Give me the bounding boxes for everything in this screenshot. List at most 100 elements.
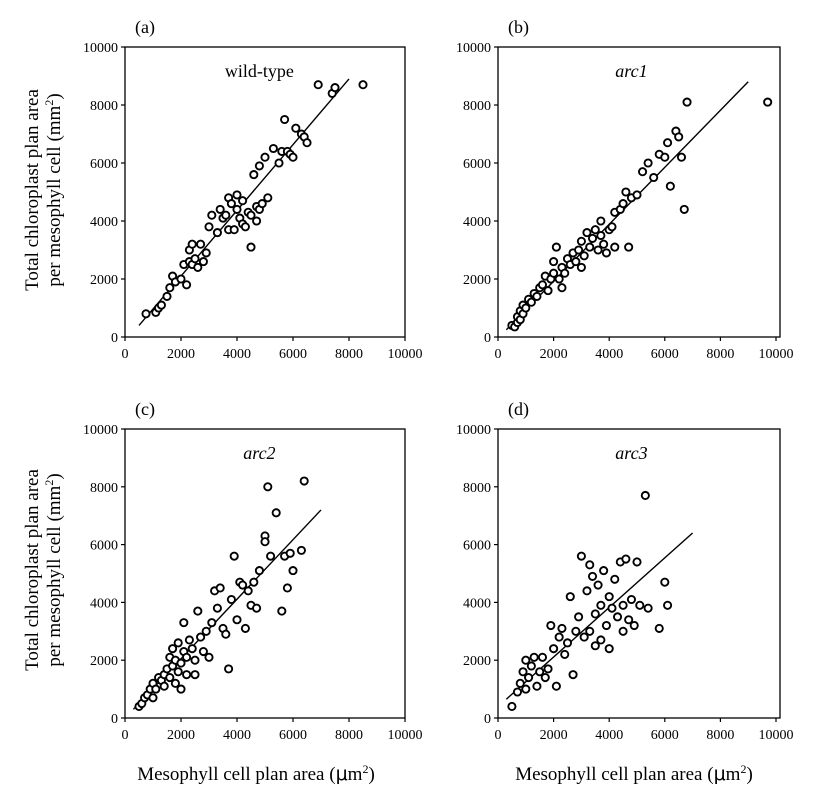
panel-c-data-point xyxy=(260,537,270,547)
panel-d-title: arc3 xyxy=(615,443,647,463)
panel-a-data-point xyxy=(165,283,175,293)
panel-c-x-tick-label: 6000 xyxy=(279,728,307,743)
panel-d-x-tick-label: 6000 xyxy=(651,728,679,743)
panel-b-data-point xyxy=(571,257,581,267)
panel-a-y-tick-label: 0 xyxy=(111,331,118,346)
panel-b-title: arc1 xyxy=(615,61,647,81)
panel-a-y-tick-label: 2000 xyxy=(90,273,118,288)
panel-b-data-point xyxy=(599,239,609,249)
panel-b-data-point xyxy=(579,251,589,261)
panel-d-data-point xyxy=(604,644,614,654)
panel-b-data-point xyxy=(549,257,559,267)
panel-c-data-point xyxy=(173,667,183,677)
panel-d-data-point xyxy=(582,586,592,596)
panel-d-data-point xyxy=(515,678,525,688)
panel-d-data-point xyxy=(604,592,614,602)
panel-d-data-point xyxy=(568,670,578,680)
panel-c-data-point xyxy=(182,670,192,680)
panel-b-x-tick-label: 8000 xyxy=(706,347,734,362)
panel-a-data-point xyxy=(187,239,197,249)
panel-d-fit-line xyxy=(505,532,694,700)
panel-c-data-point xyxy=(271,508,281,518)
panel-c-data-point xyxy=(190,655,200,665)
panel-d-y-tick-label: 8000 xyxy=(463,481,491,496)
panel-d-data-point xyxy=(554,632,564,642)
panel-c-data-point xyxy=(182,652,192,662)
panel-c-data-point xyxy=(221,629,231,639)
panel-a-data-point xyxy=(268,143,278,154)
panel-d-data-point xyxy=(643,603,653,613)
panel-a-y-tick-label: 4000 xyxy=(90,215,118,230)
panel-c-data-point xyxy=(176,684,186,694)
panel-b: 0 2000 4000 6000 8000 10000 0 2000 4000 6000 8000 1… xyxy=(456,17,794,362)
panel-d-data-point xyxy=(663,600,673,610)
panel-d-data-point xyxy=(632,557,642,567)
panel-c-x-tick-label: 4000 xyxy=(223,728,251,743)
panel-d-x-tick-label: 8000 xyxy=(706,728,734,743)
panel-d-data-point xyxy=(574,612,584,622)
panel-a-x-tick-label: 8000 xyxy=(335,347,363,362)
panel-d-data-point xyxy=(593,580,603,590)
panel-a-data-point xyxy=(204,222,214,232)
panel-a-data-point xyxy=(232,204,242,214)
panel-d-data-point xyxy=(560,649,570,659)
panel-c-letter: (c) xyxy=(135,399,155,420)
panel-b-x-tick-label: 0 xyxy=(495,347,502,362)
panel-a-letter: (a) xyxy=(135,17,155,38)
panel-c-data-point xyxy=(165,672,175,683)
panel-a-y-tick-label: 10000 xyxy=(83,41,118,56)
panel-d-data-point xyxy=(596,635,606,645)
panel-d-data-point xyxy=(579,632,589,642)
panel-b-data-point xyxy=(549,268,559,278)
panel-c-data-point xyxy=(187,644,197,654)
panel-b-data-point xyxy=(624,242,634,252)
panel-d-data-point xyxy=(557,623,567,633)
panel-c-data-point xyxy=(173,638,183,648)
panel-c-data-point xyxy=(229,551,239,561)
panel-b-data-point xyxy=(674,132,684,142)
panel-b-data-point xyxy=(682,97,692,107)
x-axis-title-right: Mesophyll cell plan area (μm2) xyxy=(515,762,753,785)
panel-b-data-point xyxy=(621,187,631,197)
panel-a-y-tick-label: 8000 xyxy=(90,99,118,114)
panel-d-y-tick-label: 10000 xyxy=(456,423,491,438)
panel-a-data-point xyxy=(358,80,368,90)
panel-c-y-tick-label: 2000 xyxy=(90,654,118,669)
panel-a: 0 2000 4000 6000 8000 10000 0 2000 4000 6000 8000 1… xyxy=(83,17,423,362)
panel-d-data-point xyxy=(521,655,531,665)
y-axis-title-bottom-line1: Total chloroplast plan area xyxy=(22,469,43,671)
panel-a-data-point xyxy=(226,199,236,209)
panel-a-frame xyxy=(124,46,406,338)
panel-d-data-point xyxy=(624,615,634,625)
panel-d-data-point xyxy=(612,612,623,622)
panel-c-data-point xyxy=(148,693,158,703)
panel-d-data-point xyxy=(549,644,559,654)
panel-b-data-point xyxy=(610,242,620,252)
panel-a-data-point xyxy=(190,254,200,264)
panel-b-data-point xyxy=(532,291,542,301)
panel-c-data-point xyxy=(299,476,309,486)
panel-b-letter: (b) xyxy=(508,17,529,38)
panel-b-data-point xyxy=(601,248,611,258)
panel-a-data-point xyxy=(291,123,301,133)
panel-b-data-point xyxy=(593,245,603,255)
panel-d-data-point xyxy=(526,661,536,671)
panel-b-data-point xyxy=(638,167,648,177)
panel-a-data-point xyxy=(229,225,239,235)
panel-c-data-point xyxy=(207,618,217,628)
panel-d-data-point xyxy=(590,609,600,619)
panel-d-data-point xyxy=(610,574,620,584)
panel-d-letter: (d) xyxy=(508,399,529,420)
panel-a-data-point xyxy=(212,228,222,238)
panel-d-data-point xyxy=(660,577,670,587)
panel-a-x-tick-label: 4000 xyxy=(223,347,251,362)
panel-b-data-point xyxy=(663,138,673,148)
panel-c-data-point xyxy=(190,670,200,680)
panel-a-data-point xyxy=(257,199,267,209)
panel-d-data-point xyxy=(524,672,534,683)
panel-c-data-point xyxy=(168,644,178,654)
panel-d-data-point xyxy=(537,652,548,662)
panel-d-data-point xyxy=(585,626,595,636)
panel-c-data-point xyxy=(266,551,276,561)
